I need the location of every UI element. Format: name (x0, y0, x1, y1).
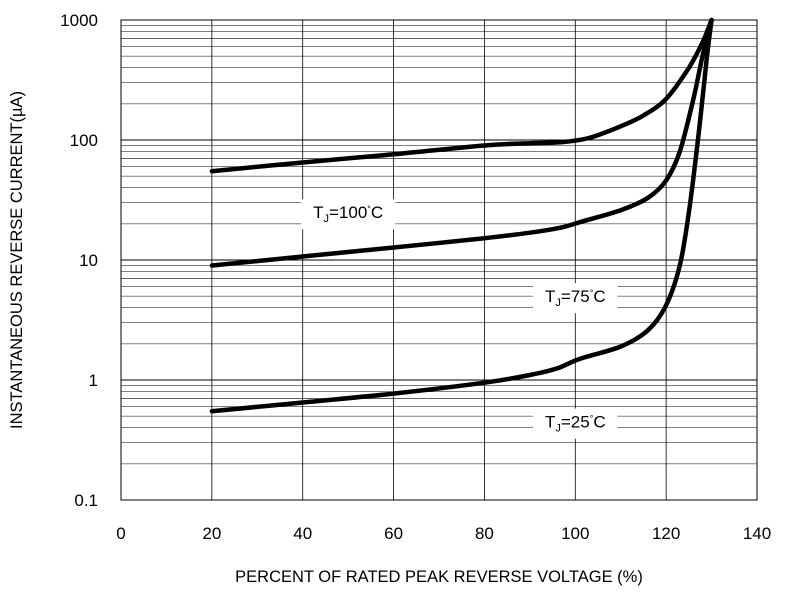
x-tick-label: 20 (202, 524, 221, 543)
y-axis-ticks: 0.1 1 10 100 1000 (60, 11, 98, 510)
x-axis-label: PERCENT OF RATED PEAK REVERSE VOLTAGE (%… (235, 568, 643, 586)
x-axis-ticks: 0 20 40 60 80 100 120 140 (116, 524, 771, 543)
grid-lines (121, 20, 757, 500)
y-tick-label: 0.1 (74, 491, 98, 510)
label-unit: C (371, 203, 383, 222)
label-degree: ° (590, 288, 594, 298)
curve-labels: TJ=100°CTJ=75°CTJ=25°C (301, 199, 618, 439)
series-line-1 (209, 17, 714, 268)
label-value: =100 (329, 203, 367, 222)
y-tick-label: 1000 (60, 11, 98, 30)
x-tick-label: 60 (384, 524, 403, 543)
curve-label-background (301, 199, 396, 230)
label-degree: ° (590, 414, 594, 424)
curve-label-text: TJ=100°C (313, 203, 383, 225)
y-tick-label: 1 (89, 371, 98, 390)
curve-label-1: TJ=75°C (532, 283, 618, 314)
series-line-0 (209, 17, 714, 174)
curve-label-text: TJ=75°C (545, 287, 606, 309)
label-unit: C (593, 413, 605, 432)
y-tick-label: 100 (70, 131, 98, 150)
curve-label-background (532, 283, 618, 314)
x-tick-label: 80 (475, 524, 494, 543)
plot-frame (120, 19, 758, 501)
curve-label-0: TJ=100°C (301, 199, 396, 230)
x-tick-label: 140 (743, 524, 771, 543)
x-tick-label: 100 (561, 524, 589, 543)
y-axis-label: INSTANTANEOUS REVERSE CURRENT(µA) (8, 91, 26, 429)
series-line-2 (209, 17, 714, 414)
curve-label-background (532, 408, 618, 439)
label-subscript: J (555, 423, 561, 435)
y-tick-label: 10 (79, 251, 98, 270)
label-value: =25 (561, 413, 590, 432)
x-tick-label: 120 (652, 524, 680, 543)
label-main: T (545, 287, 555, 306)
curve-label-2: TJ=25°C (532, 408, 618, 439)
label-main: T (313, 203, 323, 222)
label-subscript: J (323, 213, 329, 225)
x-tick-label: 40 (293, 524, 312, 543)
label-degree: ° (367, 204, 371, 214)
curve-label-text: TJ=25°C (545, 413, 606, 435)
label-unit: C (593, 287, 605, 306)
label-value: =75 (561, 287, 590, 306)
label-main: T (545, 413, 555, 432)
curves (209, 17, 714, 414)
label-subscript: J (555, 297, 561, 309)
x-tick-label: 0 (116, 524, 125, 543)
